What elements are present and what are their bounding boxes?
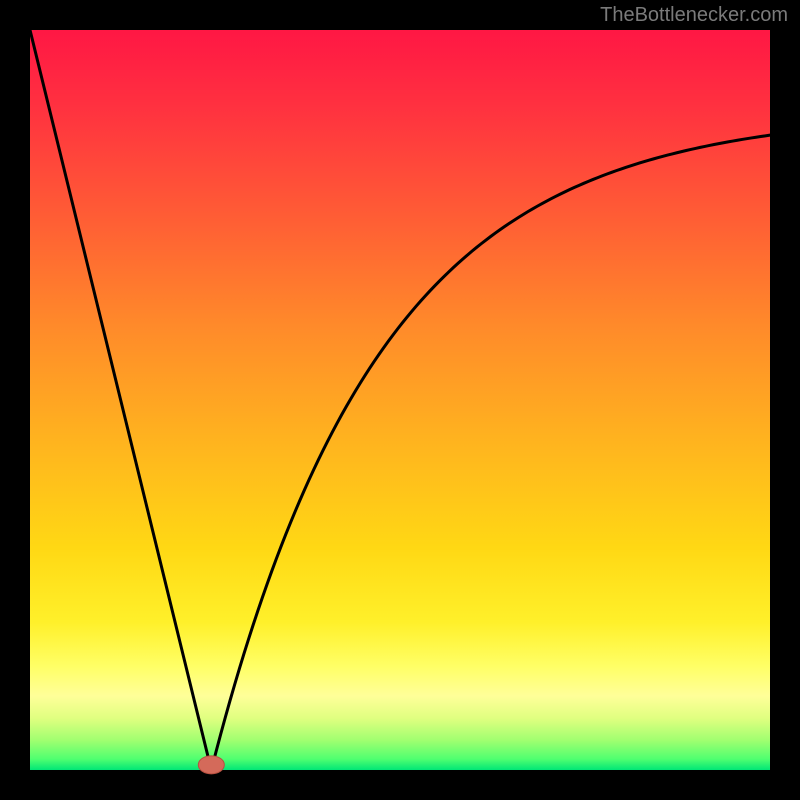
chart-background: [30, 30, 770, 770]
bottleneck-chart: [0, 0, 800, 800]
watermark-text: TheBottlenecker.com: [600, 4, 788, 27]
optimal-point-marker: [198, 756, 224, 774]
